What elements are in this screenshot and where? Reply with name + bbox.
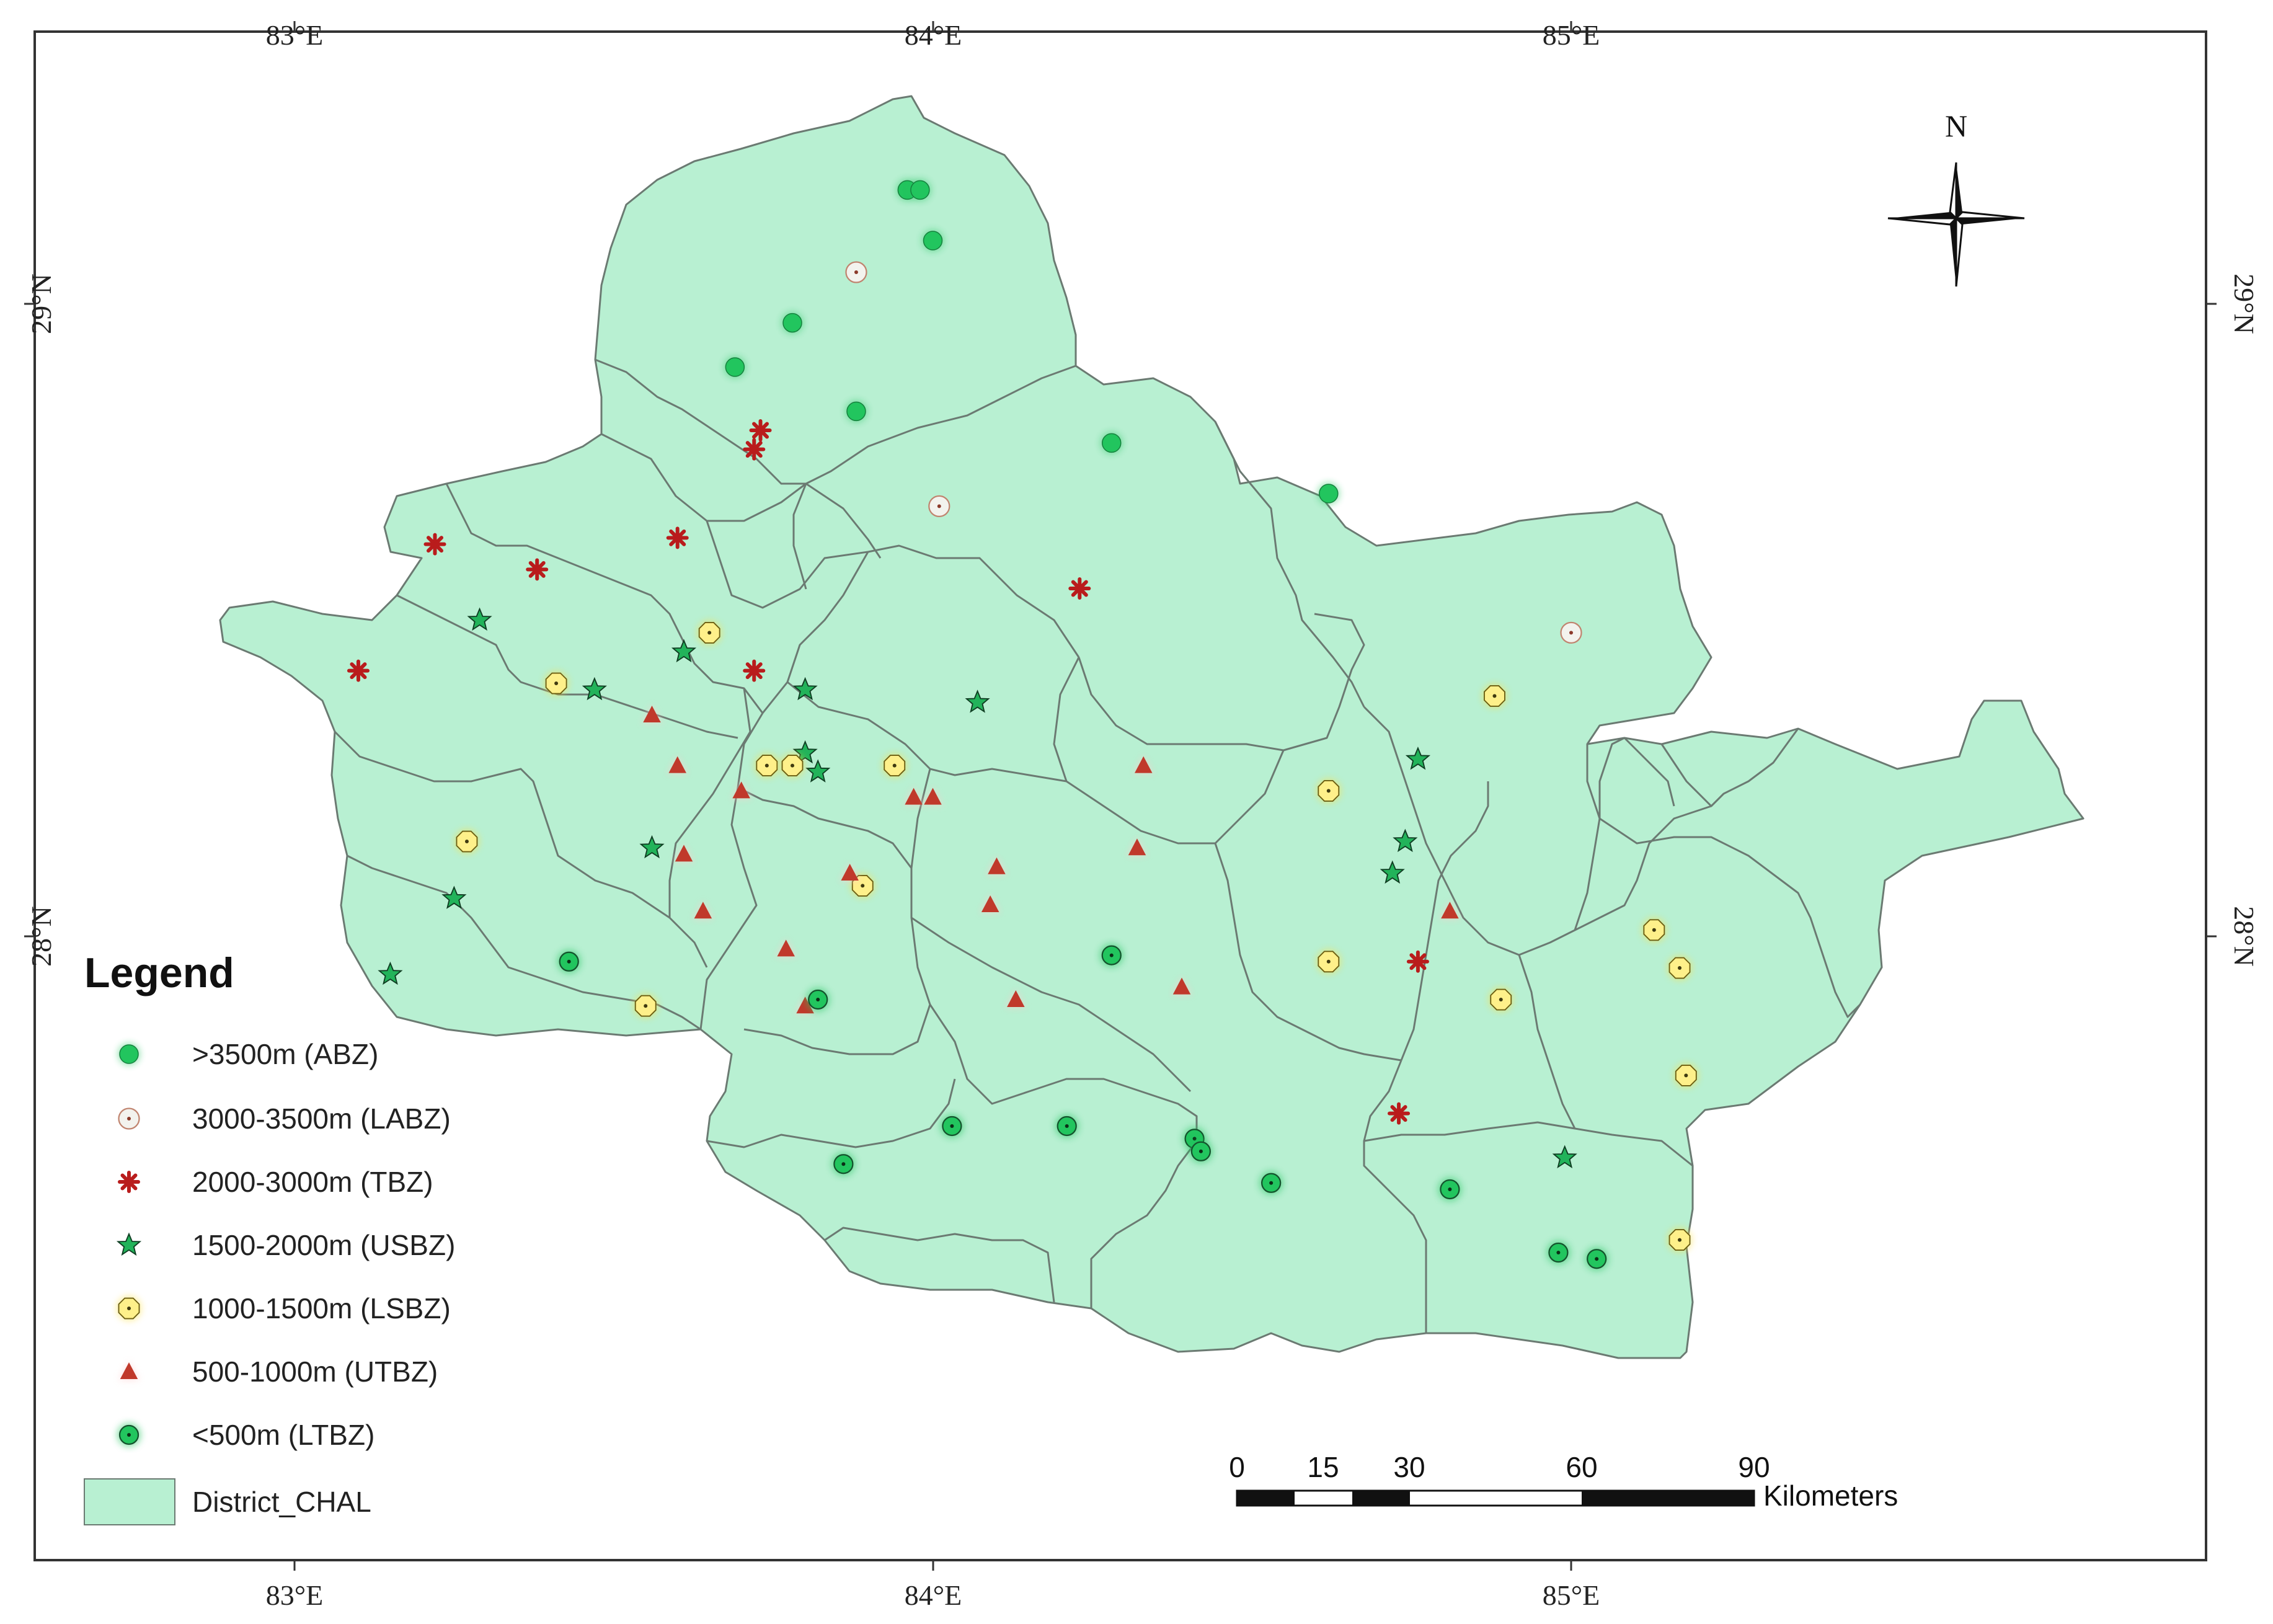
site-abz-8 <box>1318 482 1340 505</box>
lat-label-28-right: 28°N <box>2228 906 2260 967</box>
north-arrow: N <box>1887 109 2025 287</box>
site-ltbz-10 <box>1438 1178 1462 1202</box>
site-ltbz-8 <box>1189 1139 1213 1163</box>
legend-item-ltbz: <500m (LTBZ) <box>117 1419 374 1451</box>
site-tbz-6 <box>1070 579 1089 598</box>
site-ltbz-9 <box>1259 1171 1283 1195</box>
site-lsbz-13 <box>1642 918 1667 943</box>
site-lsbz-16 <box>1667 1227 1693 1253</box>
site-ltbz-2 <box>806 988 830 1012</box>
scale-tick-90: 90 <box>1738 1451 1770 1483</box>
legend-item-utbz: 500-1000m (UTBZ) <box>119 1356 438 1388</box>
lat-label-29-right: 29°N <box>2228 273 2260 334</box>
site-lsbz-9 <box>1316 778 1342 804</box>
site-abz-4 <box>781 312 804 334</box>
site-tbz-1 <box>751 421 770 440</box>
site-lsbz-1 <box>697 620 722 646</box>
site-abz-6 <box>845 400 867 422</box>
lat-label-29-left: 29°N <box>25 273 57 334</box>
legend-item-district: District_CHAL <box>84 1478 371 1525</box>
scale-segment-1 <box>1237 1491 1295 1506</box>
site-lsbz-2 <box>544 671 569 696</box>
legend-item-usbz: 1500-2000m (USBZ) <box>117 1229 455 1261</box>
site-labz-2 <box>928 495 950 518</box>
lon-label-83-bottom: 83°E <box>266 1579 324 1611</box>
lon-label-84-bottom: 84°E <box>905 1579 962 1611</box>
site-tbz-3 <box>425 535 444 554</box>
site-abz-5 <box>724 356 746 378</box>
legend-label-usbz: 1500-2000m (USBZ) <box>192 1229 455 1261</box>
site-lsbz-10 <box>1316 949 1342 975</box>
site-ltbz-5 <box>1055 1114 1079 1138</box>
site-lsbz-15 <box>1673 1063 1699 1088</box>
district-boundaries <box>334 358 1861 1333</box>
legend-label-tbz: 2000-3000m (TBZ) <box>192 1166 433 1198</box>
legend-item-tbz: 2000-3000m (TBZ) <box>120 1166 433 1198</box>
site-ltbz-1 <box>557 949 581 974</box>
site-lsbz-14 <box>1667 956 1693 981</box>
legend-title: Legend <box>84 949 234 996</box>
scale-segment-3 <box>1352 1491 1410 1506</box>
site-ltbz-3 <box>1099 943 1123 967</box>
site-labz-1 <box>845 261 867 283</box>
legend-label-abz: >3500m (ABZ) <box>192 1038 378 1070</box>
legend-label-lsbz: 1000-1500m (LSBZ) <box>192 1292 451 1324</box>
site-lsbz-3 <box>755 753 780 778</box>
lat-label-28-left: 28°N <box>25 906 57 967</box>
site-abz-3 <box>922 229 944 252</box>
site-ltbz-4 <box>940 1114 964 1138</box>
site-abz-2 <box>909 179 931 201</box>
scale-tick-30: 30 <box>1393 1451 1425 1483</box>
scale-tick-0: 0 <box>1229 1451 1245 1483</box>
site-tbz-4 <box>528 560 546 579</box>
legend-label-utbz: 500-1000m (UTBZ) <box>192 1356 438 1388</box>
legend-label-district: District_CHAL <box>192 1486 371 1518</box>
site-ltbz-6 <box>831 1152 856 1176</box>
site-ltbz-11 <box>1546 1241 1571 1265</box>
site-lsbz-12 <box>1489 987 1514 1013</box>
north-label: N <box>1945 109 1967 143</box>
district-swatch <box>84 1478 175 1525</box>
scale-unit: Kilometers <box>1763 1480 1898 1512</box>
lon-label-84-top: 84°E <box>905 19 962 51</box>
scale-bar: 0 15 30 60 90 Kilometers <box>1229 1451 1898 1512</box>
site-tbz-9 <box>1409 952 1427 971</box>
site-abz-7 <box>1101 432 1123 454</box>
site-ltbz-12 <box>1585 1247 1609 1271</box>
graticule-ticks <box>24 21 2217 1571</box>
scale-tick-60: 60 <box>1566 1451 1597 1483</box>
legend-label-ltbz: <500m (LTBZ) <box>192 1419 374 1451</box>
legend-item-lsbz: 1000-1500m (LSBZ) <box>117 1292 451 1324</box>
site-tbz-7 <box>349 662 368 680</box>
site-lsbz-5 <box>882 753 907 778</box>
legend: Legend >3500m (ABZ) 3000-3500m (LABZ) 20… <box>84 949 455 1525</box>
legend-item-abz: >3500m (ABZ) <box>118 1038 378 1070</box>
legend-item-labz: 3000-3500m (LABZ) <box>118 1103 451 1135</box>
site-lsbz-4 <box>780 753 805 778</box>
site-tbz-8 <box>745 662 763 680</box>
lon-label-85-bottom: 85°E <box>1543 1579 1600 1611</box>
lon-label-85-top: 85°E <box>1543 19 1600 51</box>
site-tbz-2 <box>745 440 763 459</box>
site-lsbz-6 <box>454 829 480 854</box>
site-lsbz-8 <box>633 993 658 1019</box>
scale-tick-15: 15 <box>1307 1451 1339 1483</box>
site-labz-3 <box>1560 621 1582 644</box>
legend-label-labz: 3000-3500m (LABZ) <box>192 1103 451 1135</box>
site-lsbz-11 <box>1482 683 1507 709</box>
lon-label-83-top: 83°E <box>266 19 324 51</box>
site-tbz-5 <box>668 528 687 547</box>
scale-segment-5 <box>1582 1491 1754 1506</box>
site-tbz-10 <box>1389 1104 1408 1123</box>
